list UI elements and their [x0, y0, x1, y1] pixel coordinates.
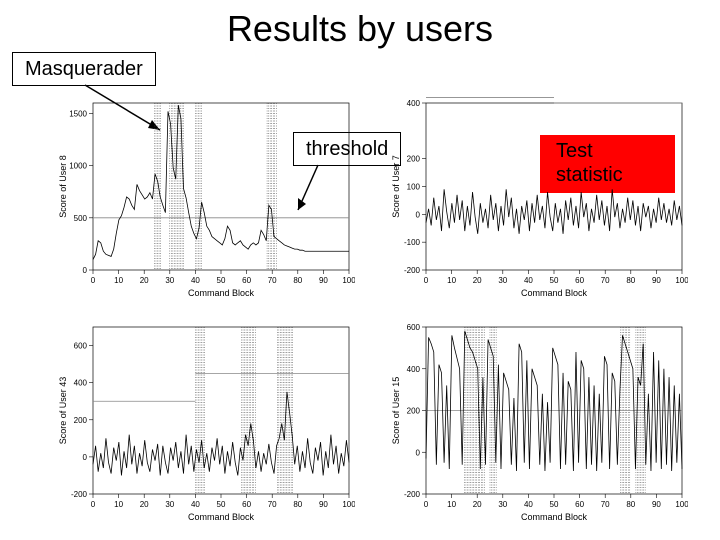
chart-panel-0: 0102030405060708090100050010001500Comman…	[55, 95, 358, 301]
svg-text:100: 100	[406, 183, 420, 192]
svg-text:30: 30	[165, 500, 174, 509]
svg-text:20: 20	[472, 500, 481, 509]
svg-text:40: 40	[523, 276, 532, 285]
svg-text:100: 100	[342, 276, 355, 285]
svg-text:600: 600	[74, 342, 88, 351]
svg-text:80: 80	[293, 500, 302, 509]
svg-text:Score of User 15: Score of User 15	[391, 377, 401, 445]
chart-panel-1: 0 10 20 30 40 50 60 70 80 90 100 -200 -100 0 100 200 400…	[388, 95, 691, 301]
chart-panel-2: 0102030405060708090100-2000200400600Comm…	[55, 319, 358, 525]
svg-text:10: 10	[447, 500, 456, 509]
svg-text:60: 60	[575, 276, 584, 285]
svg-text:40: 40	[523, 500, 532, 509]
svg-text:100: 100	[675, 276, 688, 285]
svg-text:20: 20	[140, 500, 149, 509]
svg-text:Score of User 7: Score of User 7	[391, 155, 401, 218]
svg-text:-200: -200	[403, 266, 420, 275]
svg-text:40: 40	[191, 500, 200, 509]
svg-text:80: 80	[293, 276, 302, 285]
svg-text:90: 90	[651, 500, 660, 509]
svg-text:70: 70	[268, 500, 277, 509]
masquerader-label: Masquerader	[12, 52, 156, 86]
svg-text:0: 0	[423, 276, 428, 285]
svg-text:500: 500	[74, 214, 88, 223]
svg-text:30: 30	[498, 500, 507, 509]
svg-text:Command Block: Command Block	[520, 288, 587, 298]
svg-text:50: 50	[217, 500, 226, 509]
svg-text:30: 30	[498, 276, 507, 285]
svg-text:50: 50	[549, 500, 558, 509]
svg-text:40: 40	[191, 276, 200, 285]
svg-text:70: 70	[600, 500, 609, 509]
svg-text:0: 0	[91, 500, 96, 509]
svg-text:1000: 1000	[69, 162, 87, 171]
svg-text:50: 50	[217, 276, 226, 285]
svg-text:400: 400	[74, 379, 88, 388]
svg-text:Score of User 8: Score of User 8	[58, 155, 68, 218]
svg-text:10: 10	[114, 276, 123, 285]
svg-text:200: 200	[406, 155, 420, 164]
svg-text:600: 600	[406, 323, 420, 332]
svg-text:-200: -200	[71, 490, 88, 499]
svg-text:90: 90	[651, 276, 660, 285]
svg-text:20: 20	[140, 276, 149, 285]
svg-text:-100: -100	[403, 238, 420, 247]
svg-text:50: 50	[549, 276, 558, 285]
svg-text:20: 20	[472, 276, 481, 285]
svg-text:10: 10	[114, 500, 123, 509]
svg-text:100: 100	[675, 500, 688, 509]
svg-text:Command Block: Command Block	[520, 512, 587, 522]
svg-text:400: 400	[406, 99, 420, 108]
svg-text:70: 70	[268, 276, 277, 285]
svg-text:200: 200	[406, 407, 420, 416]
svg-text:60: 60	[242, 276, 251, 285]
svg-text:100: 100	[342, 500, 355, 509]
svg-text:90: 90	[319, 500, 328, 509]
svg-text:-200: -200	[403, 490, 420, 499]
svg-text:200: 200	[74, 416, 88, 425]
svg-text:0: 0	[415, 448, 420, 457]
svg-text:400: 400	[406, 365, 420, 374]
svg-text:80: 80	[626, 500, 635, 509]
svg-text:0: 0	[83, 266, 88, 275]
svg-text:Command Block: Command Block	[188, 288, 255, 298]
svg-text:60: 60	[242, 500, 251, 509]
svg-text:0: 0	[83, 453, 88, 462]
svg-text:0: 0	[415, 210, 420, 219]
svg-text:0: 0	[423, 500, 428, 509]
svg-text:70: 70	[600, 276, 609, 285]
svg-text:60: 60	[575, 500, 584, 509]
svg-text:1500: 1500	[69, 109, 87, 118]
svg-text:10: 10	[447, 276, 456, 285]
svg-text:90: 90	[319, 276, 328, 285]
chart-grid: 0102030405060708090100050010001500Comman…	[55, 95, 690, 525]
svg-text:Command Block: Command Block	[188, 512, 255, 522]
svg-text:Score of User 43: Score of User 43	[58, 377, 68, 445]
page-title: Results by users	[0, 8, 720, 50]
chart-panel-3: 0102030405060708090100-2000200400600Comm…	[388, 319, 691, 525]
svg-text:80: 80	[626, 276, 635, 285]
svg-text:0: 0	[91, 276, 96, 285]
svg-text:30: 30	[165, 276, 174, 285]
